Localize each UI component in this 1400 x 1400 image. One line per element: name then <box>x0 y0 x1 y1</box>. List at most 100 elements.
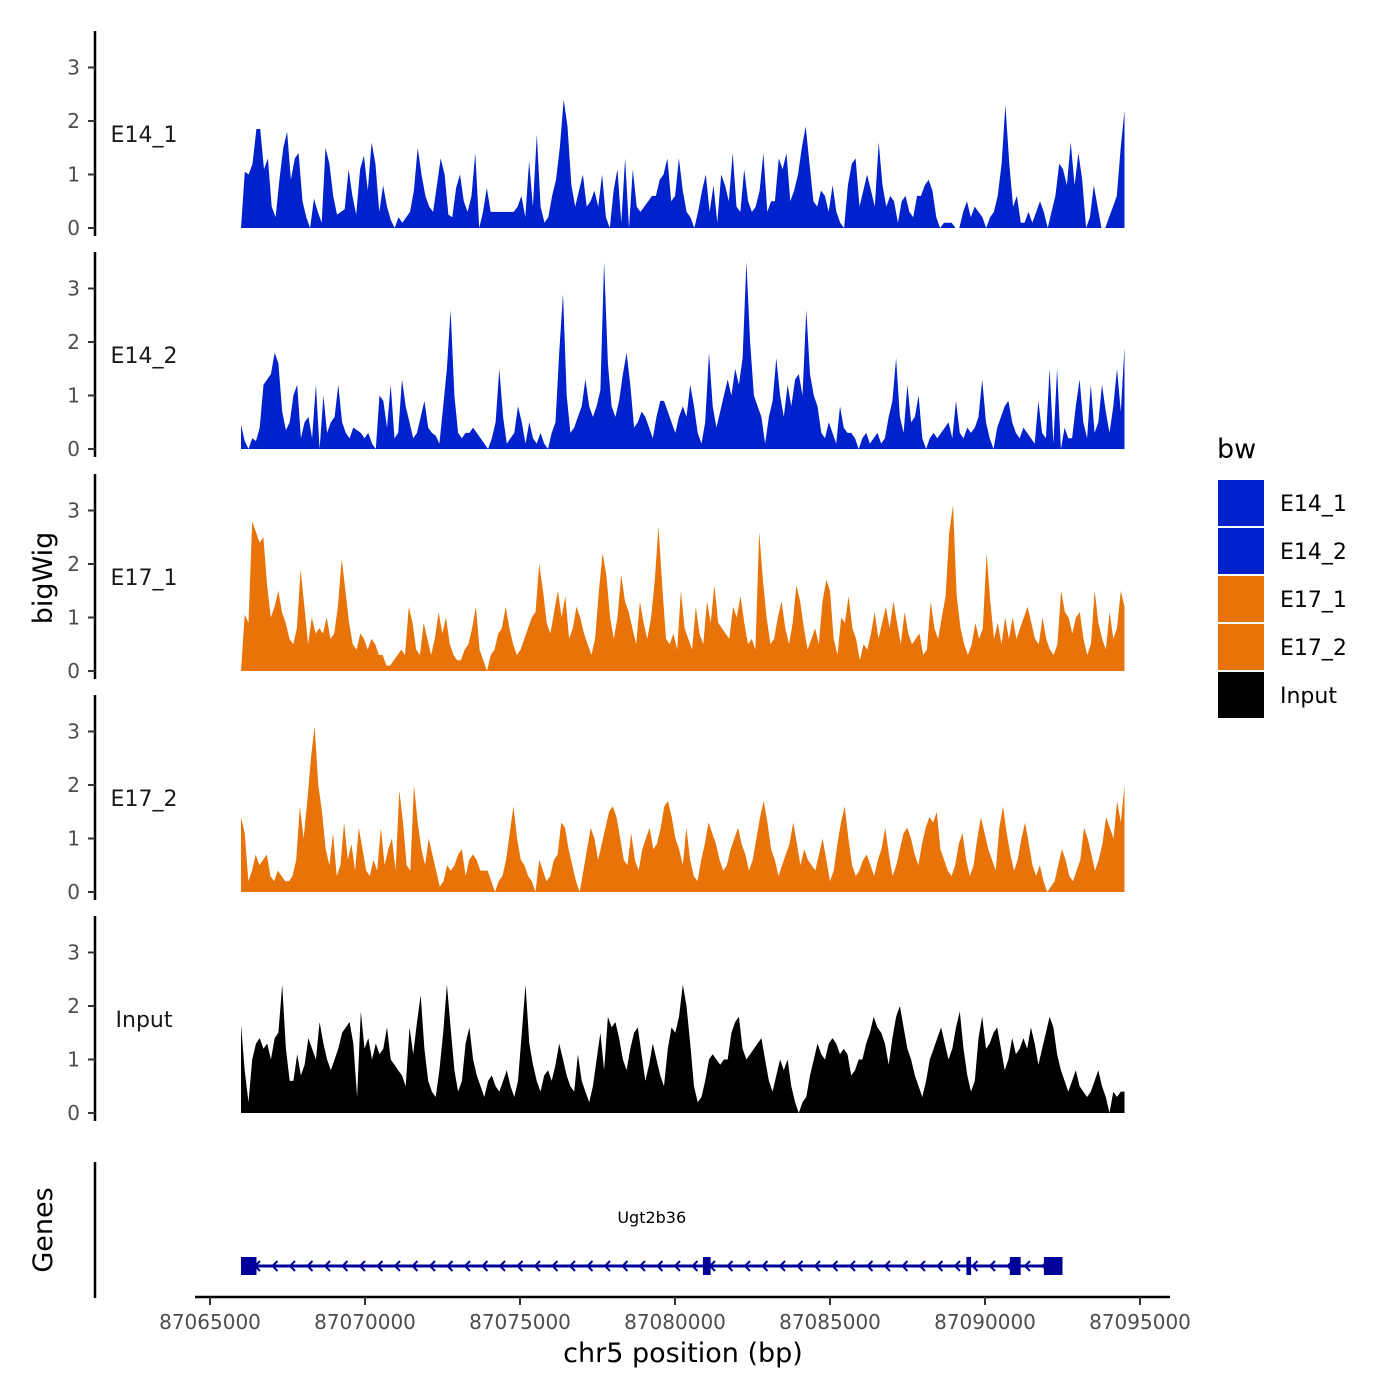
track-e14-1: 0 1 2 3 E14_1 <box>67 31 1125 240</box>
x-tick-label: 87070000 <box>314 1310 416 1334</box>
strand-arrow <box>603 1260 611 1272</box>
gene-exon <box>1009 1257 1021 1275</box>
strand-arrow <box>883 1260 891 1272</box>
y-tick-label: 2 <box>67 773 80 797</box>
signal-area <box>241 726 1125 892</box>
x-tick-label: 87075000 <box>469 1310 571 1334</box>
y-tick-label: 0 <box>67 216 80 240</box>
y-tick-label: 0 <box>67 880 80 904</box>
strand-arrow <box>358 1260 366 1272</box>
track-label: E17_2 <box>111 787 178 812</box>
y-tick-label: 0 <box>67 659 80 683</box>
legend-swatch <box>1218 528 1264 574</box>
strand-arrow <box>761 1260 769 1272</box>
legend-entry: E14_1 <box>1218 480 1347 526</box>
strand-arrow <box>411 1260 419 1272</box>
strand-arrow <box>568 1260 576 1272</box>
strand-arrow <box>551 1260 559 1272</box>
strand-arrow <box>726 1260 734 1272</box>
strand-arrow <box>446 1260 454 1272</box>
signal-tracks: 0 1 2 3 E14_1 0 1 2 3 E14_2 0 1 2 3 E17_1 0 1 2 3 E17_2 0 1 2 3… <box>67 31 1125 1125</box>
strand-arrow <box>796 1260 804 1272</box>
x-tick-label: 87095000 <box>1089 1310 1191 1334</box>
y-tick-label: 0 <box>67 437 80 461</box>
strand-arrow <box>376 1260 384 1272</box>
signal-area <box>241 261 1125 449</box>
y-tick-label: 1 <box>67 827 80 851</box>
y-tick-label: 1 <box>67 606 80 630</box>
genes-panel-title: Genes <box>28 1187 59 1272</box>
y-tick-label: 3 <box>67 56 80 80</box>
strand-arrow <box>481 1260 489 1272</box>
legend-label: E14_1 <box>1280 492 1347 517</box>
legend-swatch <box>1218 576 1264 622</box>
x-tick-label: 87065000 <box>159 1310 261 1334</box>
gene-exon <box>241 1257 257 1275</box>
strand-arrow <box>341 1260 349 1272</box>
strand-arrow <box>988 1260 996 1272</box>
strand-arrow <box>743 1260 751 1272</box>
y-tick-label: 3 <box>67 499 80 523</box>
legend-entry: Input <box>1218 672 1337 718</box>
strand-arrow <box>656 1260 664 1272</box>
strand-arrow <box>393 1260 401 1272</box>
legend-items: E14_1 E14_2 E17_1 E17_2 Input <box>1218 480 1347 718</box>
gene-model: Ugt2b36 <box>241 1208 1063 1275</box>
y-tick-label: 2 <box>67 330 80 354</box>
y-tick-label: 1 <box>67 1048 80 1072</box>
strand-arrow <box>533 1260 541 1272</box>
y-tick-label: 3 <box>67 277 80 301</box>
legend-swatch <box>1218 624 1264 670</box>
gene-exon <box>1043 1257 1063 1275</box>
strand-arrow <box>866 1260 874 1272</box>
x-tick-label: 87090000 <box>934 1310 1036 1334</box>
strand-arrow <box>691 1260 699 1272</box>
x-axis-title: chr5 position (bp) <box>563 1338 803 1369</box>
track-label: E17_1 <box>111 566 178 591</box>
genes-panel: Genes Ugt2b36 <box>28 1162 1063 1298</box>
legend-entry: E14_2 <box>1218 528 1347 574</box>
x-axis: 87065000 87070000 87075000 87080000 87085000… <box>159 1295 1191 1334</box>
legend-label: E17_1 <box>1280 588 1347 613</box>
strand-arrow <box>516 1260 524 1272</box>
strand-arrow <box>586 1260 594 1272</box>
y-tick-label: 2 <box>67 109 80 133</box>
legend-label: Input <box>1280 684 1337 709</box>
gene-models: Ugt2b36 <box>241 1208 1063 1275</box>
track-label: E14_2 <box>111 344 178 369</box>
strand-arrow <box>848 1260 856 1272</box>
y-tick-label: 1 <box>67 163 80 187</box>
y-tick-label: 0 <box>67 1101 80 1125</box>
gene-exon <box>966 1257 972 1275</box>
strand-arrow <box>271 1260 279 1272</box>
gene-name-label: Ugt2b36 <box>617 1208 686 1227</box>
legend-swatch <box>1218 480 1264 526</box>
signal-area <box>241 984 1125 1113</box>
legend-swatch <box>1218 672 1264 718</box>
strand-arrow <box>673 1260 681 1272</box>
strand-arrow <box>1023 1260 1031 1272</box>
y-tick-label: 3 <box>67 720 80 744</box>
strand-arrow <box>498 1260 506 1272</box>
track-e14-2: 0 1 2 3 E14_2 <box>67 252 1125 461</box>
legend-entry: E17_2 <box>1218 624 1347 670</box>
legend-title: bw <box>1217 434 1256 465</box>
legend-label: E17_2 <box>1280 636 1347 661</box>
strand-arrow <box>288 1260 296 1272</box>
y-tick-label: 1 <box>67 384 80 408</box>
strand-arrow <box>918 1260 926 1272</box>
legend-label: E14_2 <box>1280 540 1347 565</box>
strand-arrow <box>953 1260 961 1272</box>
track-e17-1: 0 1 2 3 E17_1 <box>67 474 1125 683</box>
y-tick-label: 2 <box>67 552 80 576</box>
y-axis-title: bigWig <box>28 532 59 625</box>
track-label: Input <box>116 1008 173 1033</box>
strand-arrow <box>323 1260 331 1272</box>
strand-arrow <box>971 1260 979 1272</box>
x-tick-label: 87080000 <box>624 1310 726 1334</box>
track-e17-2: 0 1 2 3 E17_2 <box>67 695 1125 904</box>
y-tick-label: 3 <box>67 941 80 965</box>
y-tick-label: 2 <box>67 994 80 1018</box>
signal-area <box>241 505 1125 671</box>
